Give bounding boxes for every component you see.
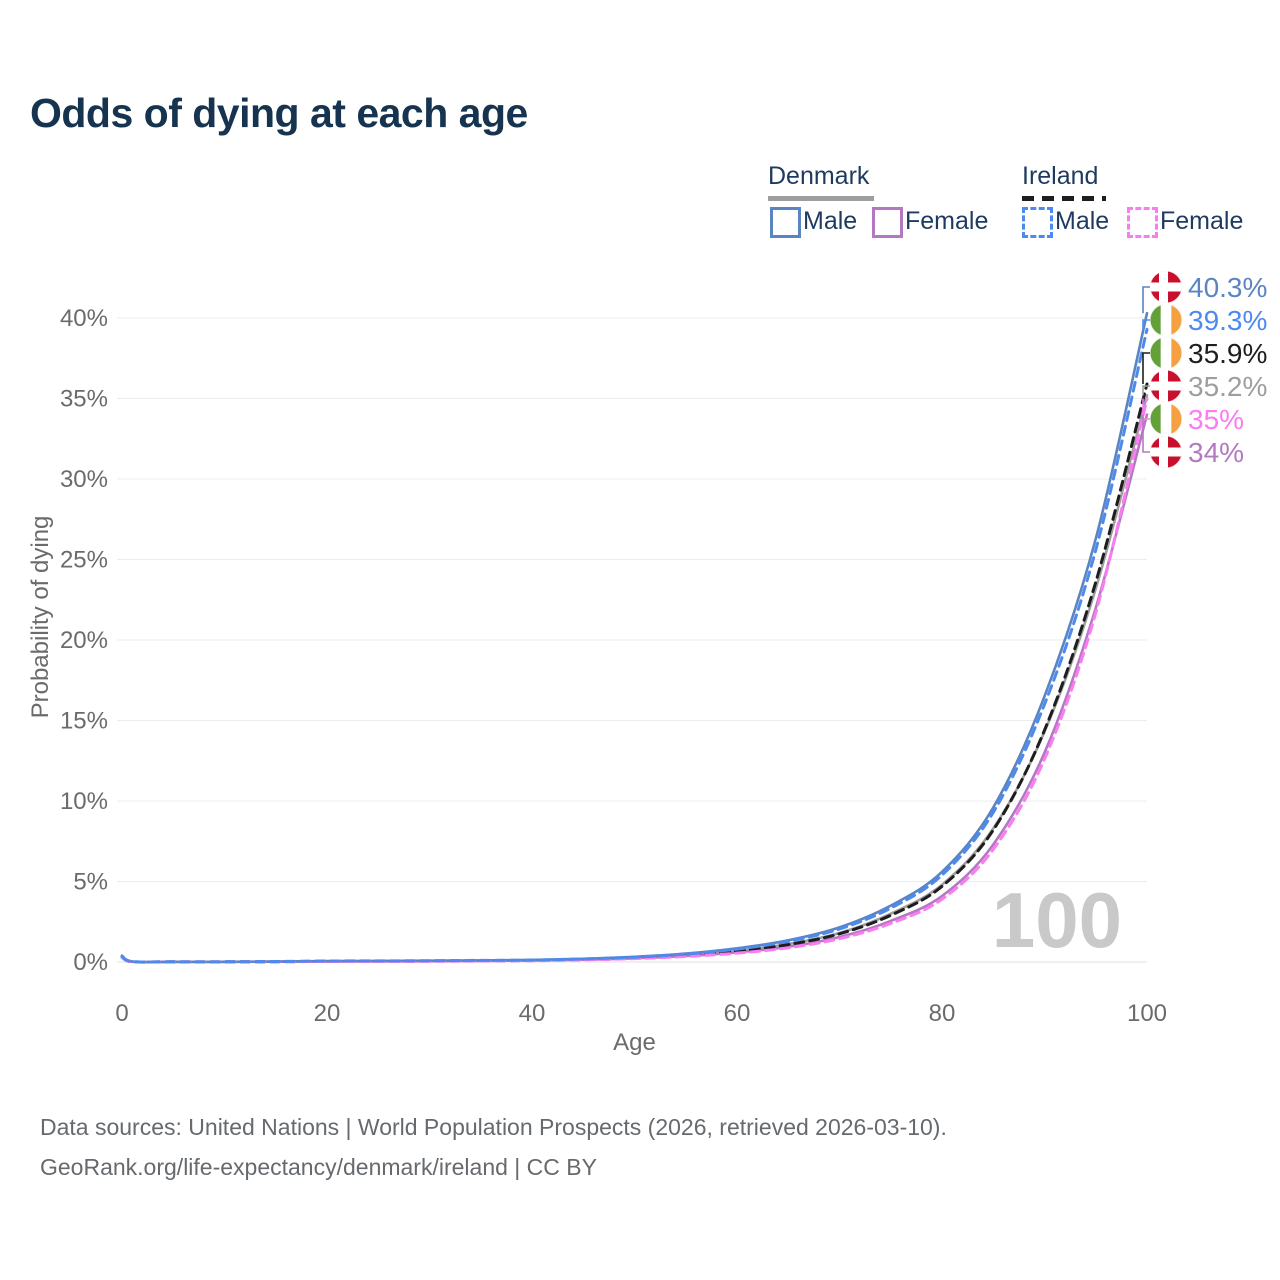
legend-group-ireland-label: Ireland [1022, 162, 1099, 190]
x-tick-20: 20 [314, 1000, 341, 1027]
y-tick-5: 5% [73, 869, 108, 896]
leader-line-denmark-total [1142, 385, 1150, 396]
legend-label-denmark-female[interactable]: Female [905, 207, 989, 235]
leader-line-ireland-male [1142, 319, 1150, 330]
flag-icon-ireland [1150, 304, 1182, 336]
data-sources-line1: Data sources: United Nations | World Pop… [40, 1114, 947, 1140]
legend-ireland-line-sample [1022, 196, 1106, 201]
end-label-denmark-female: 34% [1188, 437, 1244, 468]
legend-label-denmark-male[interactable]: Male [803, 207, 858, 235]
y-tick-40: 40% [60, 305, 108, 332]
leader-line-ireland-total [1142, 352, 1150, 384]
legend-group-denmark-label: Denmark [768, 162, 870, 190]
flag-icon-denmark [1150, 271, 1182, 303]
end-label-ireland-female: 35% [1188, 404, 1244, 435]
end-label-ireland-male: 39.3% [1188, 305, 1267, 336]
x-tick-60: 60 [724, 1000, 751, 1027]
series-line-ireland-female[interactable] [120, 397, 1149, 964]
x-tick-100: 100 [1127, 1000, 1167, 1027]
y-tick-30: 30% [60, 466, 108, 493]
y-tick-35: 35% [60, 386, 108, 413]
end-label-ireland-total: 35.9% [1188, 338, 1267, 369]
series-line-denmark-male[interactable] [120, 311, 1149, 964]
data-sources-line2: GeoRank.org/life-expectancy/denmark/irel… [40, 1154, 597, 1180]
flag-icon-denmark [1150, 370, 1182, 402]
x-tick-0: 0 [115, 1000, 128, 1027]
leader-line-denmark-female [1142, 414, 1150, 453]
legend-swatch-denmark-female[interactable] [872, 207, 903, 238]
legend-label-ireland-female[interactable]: Female [1160, 207, 1244, 235]
legend-swatch-denmark-male[interactable] [770, 207, 801, 238]
series-line-ireland-male[interactable] [120, 327, 1149, 964]
y-axis-title: Probability of dying [27, 516, 54, 719]
end-label-denmark-total: 35.2% [1188, 371, 1267, 402]
leader-line-denmark-male [1142, 286, 1150, 314]
x-tick-80: 80 [929, 1000, 956, 1027]
y-tick-10: 10% [60, 788, 108, 815]
page-title: Odds of dying at each age [30, 90, 528, 136]
y-tick-20: 20% [60, 627, 108, 654]
x-axis-title: Age [613, 1029, 656, 1056]
legend-denmark-line-sample [768, 196, 874, 201]
flag-icon-ireland [1150, 337, 1182, 369]
legend-swatch-ireland-female[interactable] [1127, 207, 1158, 238]
data-sources: Data sources: United Nations | World Pop… [40, 1107, 947, 1187]
y-tick-25: 25% [60, 547, 108, 574]
x-tick-40: 40 [519, 1000, 546, 1027]
y-tick-0: 0% [73, 949, 108, 976]
legend-swatch-ireland-male[interactable] [1022, 207, 1053, 238]
flag-icon-ireland [1150, 403, 1182, 435]
flag-icon-denmark [1150, 436, 1182, 468]
age-counter-watermark: 100 [992, 876, 1122, 964]
legend-label-ireland-male[interactable]: Male [1055, 207, 1110, 235]
y-tick-15: 15% [60, 708, 108, 735]
end-label-denmark-male: 40.3% [1188, 272, 1267, 303]
